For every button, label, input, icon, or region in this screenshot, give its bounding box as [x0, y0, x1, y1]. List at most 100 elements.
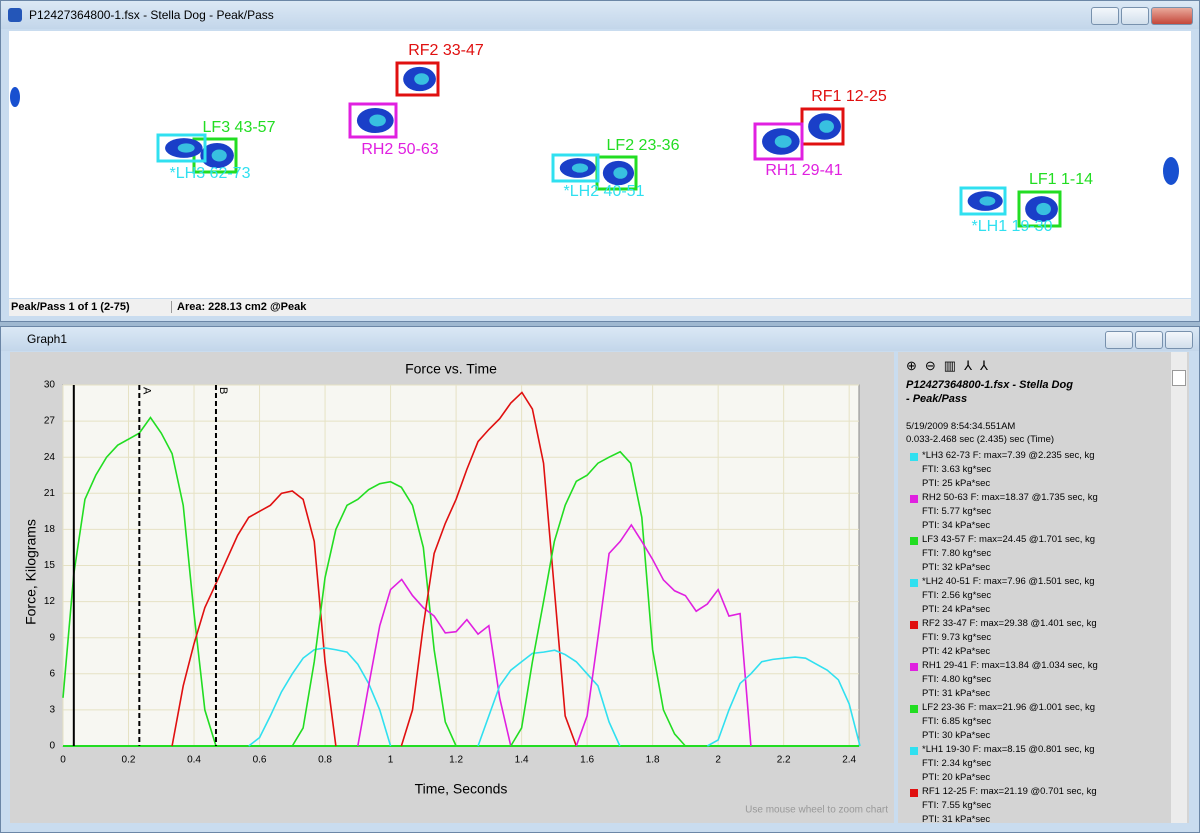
legend-entry: RF2 33-47 F: max=29.38 @1.401 sec, kg	[922, 618, 1097, 629]
footprint-box	[1017, 190, 1062, 228]
legend-swatch	[910, 495, 918, 503]
x-tick-label: 1.6	[580, 755, 594, 766]
window-title: Graph1	[27, 332, 68, 346]
chart: 0 3 6 9 12 15 18 21 24 27 30 0 0.2 0.4 0.6 0.8 1 1.2 1.4 1.…	[10, 352, 894, 823]
series-line	[400, 391, 578, 747]
series-line	[248, 647, 392, 747]
legend-entry: *LH1 19-30 F: max=8.15 @0.801 sec, kg	[922, 744, 1095, 755]
paw-blob	[369, 114, 386, 127]
graph-window: Graph1 0 3 6 9 12 15 18 21 24 27 30 0 0.2 0.4 0.6 0.8 1 1…	[0, 326, 1200, 833]
footprint-view: RF2 33-47 RF1 12-25 LF3 43-57 LF2 23-36 LF1 …	[9, 31, 1191, 298]
window-title: P12427364800-1.fsx - Stella Dog - Peak/P…	[29, 8, 274, 22]
legend-info: 5/19/2009 8:54:34.551AM	[906, 421, 1016, 432]
series-line	[706, 656, 861, 747]
legend-fti: FTI: 4.80 kg*sec	[922, 674, 992, 685]
footprint-label: *LH2 40-51	[564, 183, 645, 200]
y-tick-label: 0	[49, 741, 55, 752]
legend-pti: PTI: 31 kPa*sec	[922, 814, 991, 823]
series-line	[357, 578, 512, 747]
maximize-button[interactable]	[1135, 331, 1163, 349]
paw-blob	[414, 73, 429, 85]
y-tick-label: 6	[49, 668, 55, 679]
minimize-button[interactable]	[1105, 331, 1133, 349]
x-tick-label: 1.4	[515, 755, 529, 766]
minimize-button[interactable]	[1091, 7, 1119, 25]
legend-pti: PTI: 25 kPa*sec	[922, 478, 991, 489]
series-line	[291, 480, 457, 747]
y-tick-label: 3	[49, 705, 55, 716]
x-tick-label: 2.4	[842, 755, 856, 766]
legend-entry: LF3 43-57 F: max=24.45 @1.701 sec, kg	[922, 534, 1096, 545]
x-axis-label: Time, Seconds	[415, 781, 508, 797]
status-bar: Peak/Pass 1 of 1 (2-75) Area: 228.13 cm2…	[9, 299, 1191, 316]
legend-swatch	[910, 537, 918, 545]
legend-entry: RF1 12-25 F: max=21.19 @0.701 sec, kg	[922, 786, 1097, 797]
footprint-box	[395, 61, 440, 97]
x-tick-label: 0.8	[318, 755, 332, 766]
legend-entry: *LH2 40-51 F: max=7.96 @1.501 sec, kg	[922, 576, 1095, 587]
y-tick-label: 24	[44, 452, 56, 463]
footprint-label: RF1 12-25	[811, 88, 887, 105]
legend-pti: PTI: 31 kPa*sec	[922, 688, 991, 699]
legend-fti: FTI: 6.85 kg*sec	[922, 716, 992, 727]
paw-blob	[819, 120, 834, 133]
footprint-label: *LH3 62-73	[170, 165, 251, 182]
chart-title: Force vs. Time	[405, 361, 497, 377]
series-line	[477, 649, 621, 747]
maximize-button[interactable]	[1121, 7, 1149, 25]
legend-entry: *LH3 62-73 F: max=7.39 @2.235 sec, kg	[922, 450, 1095, 461]
paw-blob	[613, 167, 628, 179]
legend-info: 0.033-2.468 sec (2.435) sec (Time)	[906, 434, 1055, 445]
footprint-box	[348, 102, 398, 139]
legend-fti: FTI: 2.56 kg*sec	[922, 590, 992, 601]
close-button[interactable]	[1151, 7, 1193, 25]
footprint-box	[959, 186, 1007, 216]
series-line	[171, 490, 337, 747]
title-bar: P12427364800-1.fsx - Stella Dog - Peak/P…	[1, 1, 1199, 29]
cursor-label: B	[217, 387, 229, 394]
y-tick-label: 15	[44, 560, 56, 571]
footprint-box	[551, 153, 600, 183]
legend-entry: RH2 50-63 F: max=18.37 @1.735 sec, kg	[922, 492, 1098, 503]
main-window: P12427364800-1.fsx - Stella Dog - Peak/P…	[0, 0, 1200, 322]
y-tick-label: 30	[44, 380, 56, 391]
series-line	[575, 523, 752, 747]
legend-fti: FTI: 2.34 kg*sec	[922, 758, 992, 769]
legend-swatch	[910, 453, 918, 461]
status-area: Area: 228.13 cm2 @Peak	[171, 301, 306, 313]
legend-panel: ⊕⊖▥⅄⅄ P12427364800-1.fsx - Stella Dog - …	[898, 352, 1189, 823]
legend-header: - Peak/Pass	[906, 393, 968, 405]
legend-pti: PTI: 32 kPa*sec	[922, 562, 991, 573]
x-tick-label: 1.8	[646, 755, 660, 766]
paw-blob	[1163, 157, 1179, 185]
cursor-label: A	[140, 387, 152, 395]
close-button[interactable]	[1165, 331, 1193, 349]
footprint-label: RH1 29-41	[765, 162, 842, 179]
legend-pti: PTI: 34 kPa*sec	[922, 520, 991, 531]
legend-swatch	[910, 663, 918, 671]
zoom-hint: Use mouse wheel to zoom chart	[745, 805, 888, 816]
paw-blob	[774, 135, 792, 148]
paw-blob	[979, 196, 996, 206]
legend-fti: FTI: 9.73 kg*sec	[922, 632, 992, 643]
y-tick-label: 27	[44, 416, 56, 427]
legend-fti: FTI: 5.77 kg*sec	[922, 506, 992, 517]
y-axis-label: Force, Kilograms	[23, 519, 39, 625]
paw-blob	[10, 87, 20, 107]
paw-blob	[1036, 202, 1051, 216]
paw-blob	[211, 149, 227, 162]
x-tick-label: 0.2	[122, 755, 136, 766]
legend-fti: FTI: 3.63 kg*sec	[922, 464, 992, 475]
status-pass: Peak/Pass 1 of 1 (2-75)	[11, 301, 130, 313]
scrollbar[interactable]	[1171, 352, 1187, 823]
legend-entry: RH1 29-41 F: max=13.84 @1.034 sec, kg	[922, 660, 1098, 671]
toolbar-icons[interactable]: ⊕⊖▥⅄⅄	[906, 358, 996, 373]
app-icon	[8, 8, 22, 22]
x-tick-label: 2	[715, 755, 721, 766]
footprint-box	[753, 122, 804, 161]
legend-swatch	[910, 621, 918, 629]
paw-blob	[177, 143, 195, 153]
y-tick-label: 12	[44, 596, 56, 607]
x-tick-label: 0.4	[187, 755, 201, 766]
